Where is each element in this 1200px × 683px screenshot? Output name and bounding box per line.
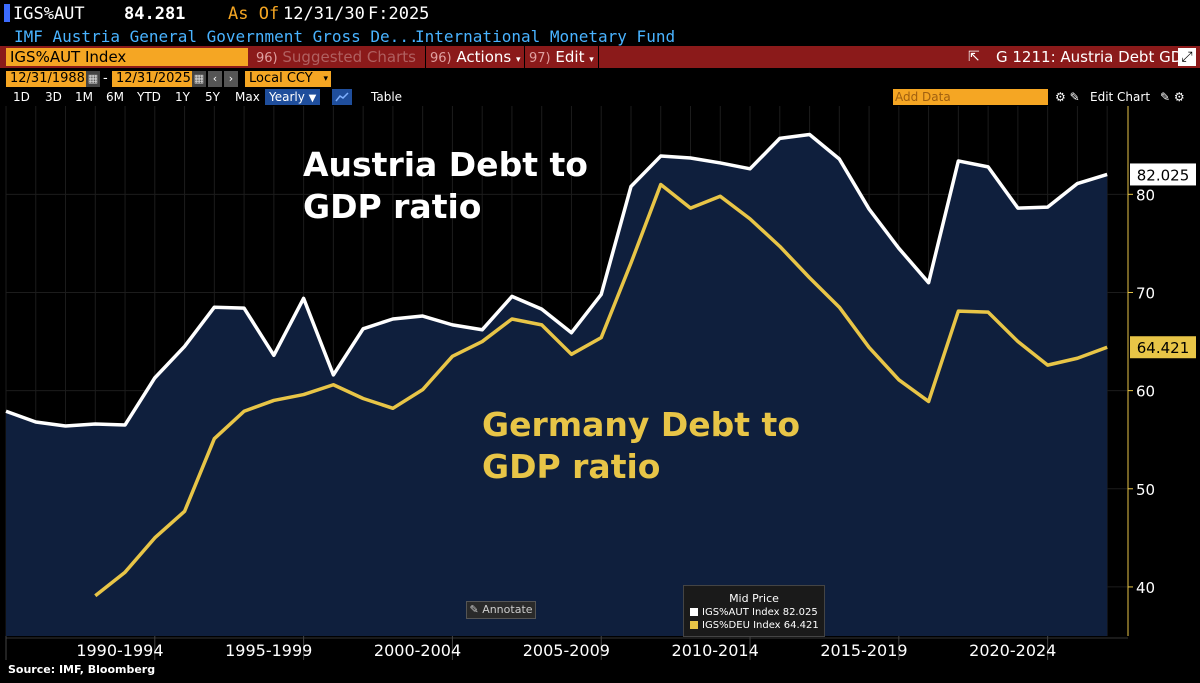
line-chart-icon[interactable] [332, 89, 352, 105]
page-title: G 1211: Austria Debt GDP [996, 48, 1192, 66]
close-icon[interactable]: ⤢ [1178, 48, 1196, 66]
period-1y[interactable]: 1Y [175, 90, 190, 104]
currency-value: Local CCY [249, 71, 313, 86]
chevron-down-icon: ▾ [323, 74, 328, 84]
x-tick-label: 1990-1994 [76, 641, 163, 660]
period-5y[interactable]: 5Y [205, 90, 220, 104]
calendar-icon[interactable]: ▦ [86, 71, 100, 87]
ticker-text[interactable]: IGS%AUT [13, 4, 85, 24]
chart-source-footer: Source: IMF, Bloomberg [8, 663, 156, 676]
as-of-label: As Of [228, 4, 280, 24]
security-marker [4, 4, 10, 22]
legend-label-germany: IGS%DEU Index 64.421 [702, 620, 819, 631]
actions-menu[interactable]: 96) Actions ▾ [430, 48, 521, 66]
frequency-value: Yearly [269, 90, 305, 104]
chevron-left-icon[interactable]: ‹ [208, 71, 222, 87]
germany-annotation: Germany Debt to GDP ratio [482, 404, 800, 488]
function-toolbar: IGS%AUT Index 96) Suggested Charts 96) A… [0, 46, 1200, 68]
security-description-row: IMF Austria General Government Gross De.… [0, 26, 1200, 46]
austria-annotation-line2: GDP ratio [303, 187, 482, 226]
x-tick-label: 2010-2014 [672, 641, 759, 660]
settings-icon[interactable]: ✎ ⚙ [1160, 90, 1185, 104]
germany-end-label-bg [1130, 336, 1196, 359]
y-tick-label: 50 [1136, 481, 1155, 499]
frequency-select[interactable]: Yearly ▼ [265, 89, 321, 105]
date-range-row: 12/31/1988 ▦ - 12/31/2025 ▦ ‹ › Local CC… [0, 70, 1200, 88]
y-axis-ticks: 40 50 60 70 80 [1128, 186, 1155, 597]
series-line-austria [5, 132, 1108, 428]
open-external-icon[interactable]: ⇱ [968, 49, 980, 65]
legend-swatch-austria [690, 608, 698, 616]
ticker-input[interactable]: IGS%AUT Index [6, 48, 248, 66]
x-tick-label: 1995-1999 [225, 641, 312, 660]
austria-end-label: 82.025 [1137, 166, 1190, 184]
end-date-input[interactable]: 12/31/2025 [112, 71, 192, 87]
y-tick-label: 80 [1136, 186, 1155, 204]
chevron-right-icon[interactable]: › [224, 71, 238, 87]
legend-label-austria: IGS%AUT Index 82.025 [702, 607, 818, 618]
y-tick-label: 60 [1136, 383, 1155, 401]
table-button[interactable]: Table [371, 90, 403, 104]
germany-end-label: 64.421 [1137, 339, 1190, 357]
edit-label: Edit [555, 48, 585, 66]
period-1d[interactable]: 1D [13, 90, 30, 104]
x-axis-ticks: 1990-1994 1995-1999 2000-2004 2005-2009 2010… [5, 636, 1128, 660]
annotate-label: Annotate [482, 603, 533, 616]
chart-legend: Mid Price IGS%AUT Index 82.025 IGS%DEU I… [683, 585, 825, 637]
last-price: 84.281 [124, 4, 186, 24]
y-tick-label: 70 [1136, 284, 1155, 302]
x-tick-label: 2020-2024 [969, 641, 1056, 660]
legend-title: Mid Price [729, 592, 779, 605]
period-1m[interactable]: 1M [75, 90, 93, 104]
pencil-icon: ✎ [469, 603, 479, 616]
legend-entry-austria[interactable]: IGS%AUT Index 82.025 [684, 607, 824, 618]
chevron-down-icon: ▾ [589, 55, 594, 65]
germany-annotation-line1: Germany Debt to [482, 405, 800, 444]
edit-chart-button[interactable]: Edit Chart [1090, 90, 1151, 104]
suggested-charts-num: 96) [256, 51, 278, 66]
security-header: IGS%AUT 84.281 As Of 12/31/30 F:2025 [0, 0, 1200, 26]
chevron-down-icon: ▾ [515, 55, 521, 65]
add-data-input[interactable]: Add Data [893, 89, 1048, 105]
x-tick-label: 2015-2019 [820, 641, 907, 660]
austria-end-label-bg [1130, 163, 1196, 186]
suggested-charts-label: Suggested Charts [282, 48, 416, 66]
period-row: 1D 3D 1M 6M YTD 1Y 5Y Max Yearly ▼ Table… [0, 88, 1200, 106]
chevron-down-icon: ▼ [308, 93, 317, 104]
data-source: International Monetary Fund [415, 27, 676, 46]
suggested-charts-menu[interactable]: 96) Suggested Charts [256, 48, 416, 66]
actions-label: Actions [456, 48, 512, 66]
austria-area-fill [6, 134, 1108, 637]
as-of-date[interactable]: 12/31/30 [283, 4, 365, 24]
x-tick-label: 2000-2004 [374, 641, 461, 660]
security-description: IMF Austria General Government Gross De.… [14, 27, 419, 46]
germany-annotation-line2: GDP ratio [482, 447, 661, 486]
currency-select[interactable]: Local CCY ▾ [245, 71, 331, 87]
austria-annotation: Austria Debt to GDP ratio [303, 144, 588, 228]
y-tick-label: 40 [1136, 579, 1155, 597]
austria-annotation-line1: Austria Debt to [303, 145, 588, 184]
end-value-labels: 82.025 64.421 [1130, 163, 1196, 359]
legend-entry-germany[interactable]: IGS%DEU Index 64.421 [684, 620, 824, 631]
period-6m[interactable]: 6M [106, 90, 124, 104]
legend-swatch-germany [690, 621, 698, 629]
edit-menu[interactable]: 97) Edit ▾ [529, 48, 594, 66]
forecast-label: F:2025 [368, 4, 430, 24]
period-3d[interactable]: 3D [45, 90, 62, 104]
edit-num: 97) [529, 51, 551, 66]
calendar-icon[interactable]: ▦ [192, 71, 206, 87]
x-tick-label: 2005-2009 [523, 641, 610, 660]
period-max[interactable]: Max [235, 90, 260, 104]
period-ytd[interactable]: YTD [137, 90, 161, 104]
start-date-input[interactable]: 12/31/1988 [6, 71, 86, 87]
annotate-button[interactable]: ✎ Annotate [466, 601, 536, 619]
settings-icon[interactable]: ⚙ ✎ [1055, 90, 1080, 104]
series-line-germany [94, 182, 1108, 598]
actions-num: 96) [430, 51, 452, 66]
debt-gdp-chart: 40 50 60 70 80 1990-1994 1995-1999 2000-2004 20… [0, 106, 1200, 663]
